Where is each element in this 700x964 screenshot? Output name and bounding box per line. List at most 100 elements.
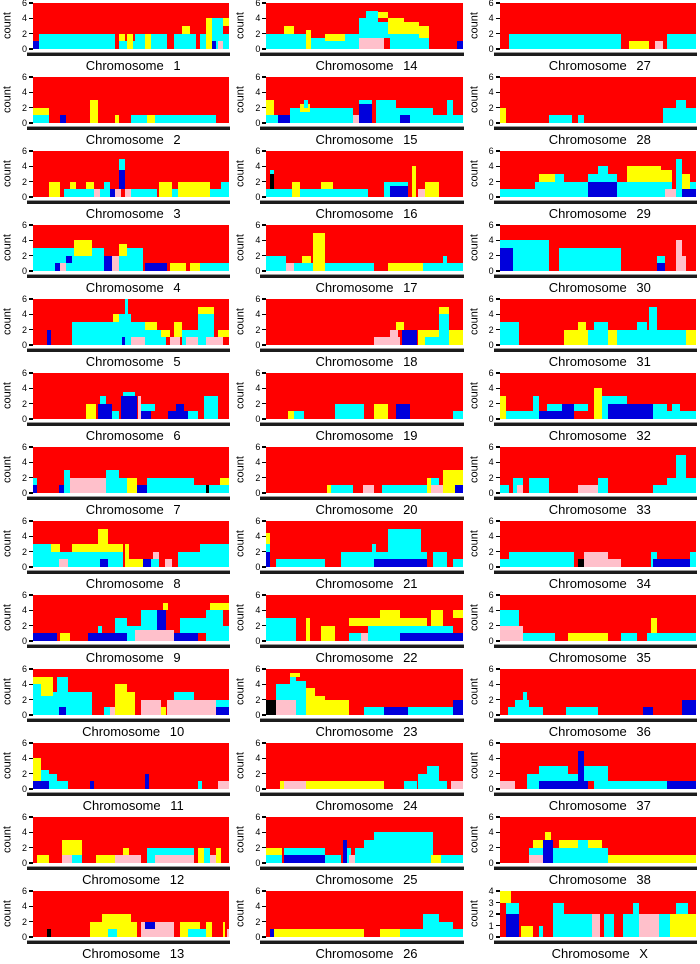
y-tick-mark xyxy=(262,196,267,198)
bar-segment-blue xyxy=(122,337,126,345)
x-axis-bar xyxy=(260,126,464,130)
bar-segment-cyan xyxy=(505,902,520,914)
y-tick-mark xyxy=(29,846,33,849)
bar-segment-cyan xyxy=(188,929,210,937)
bar-segment-cyan xyxy=(399,929,424,937)
bar-segment-yellow xyxy=(86,181,94,190)
bar-segment-cyan xyxy=(344,33,359,49)
x-axis-bar xyxy=(260,348,464,352)
x-axis-bar xyxy=(260,866,464,870)
y-tick-label: 2 xyxy=(21,842,27,853)
bar-segment-cyan xyxy=(276,559,326,567)
bar-segment-pink xyxy=(374,337,400,345)
bar-segment-pink xyxy=(591,914,600,937)
y-tick-label: 2 xyxy=(255,28,261,39)
bar-segment-pink xyxy=(285,263,294,271)
bar-segment-cyan xyxy=(529,847,543,856)
bar-segment-pink xyxy=(283,781,306,789)
panel-title: Chromosome 30 xyxy=(548,280,651,295)
y-tick-mark xyxy=(262,150,267,152)
bar-segment-cyan xyxy=(146,847,194,856)
bar-segment-pink xyxy=(125,189,132,197)
y-tick-label: 6 xyxy=(21,146,27,156)
y-tick-mark xyxy=(495,165,500,168)
plot-area xyxy=(499,743,696,789)
bar-segment-cyan xyxy=(64,189,104,197)
x-axis-bar xyxy=(493,644,697,648)
y-tick-mark xyxy=(262,91,267,94)
bar-segment-cyan xyxy=(119,314,132,345)
y-tick-mark xyxy=(262,2,267,4)
bar-segment-yellow xyxy=(607,855,696,863)
bar-segment-cyan xyxy=(452,411,463,419)
panel-title: Chromosome 23 xyxy=(315,724,418,739)
y-tick-mark xyxy=(29,91,33,94)
bar-segment-black xyxy=(205,485,209,493)
chromosome-panel: count 0 2 4 6 Chromosome 11 xyxy=(0,738,233,814)
bar-segment-cyan xyxy=(403,33,420,49)
x-axis-bar xyxy=(27,348,231,352)
bar-segment-blue xyxy=(66,255,73,264)
y-tick-label: 2 xyxy=(21,102,27,113)
y-tick-label: 0 xyxy=(488,562,494,572)
x-axis-bar xyxy=(493,200,697,204)
y-tick-mark xyxy=(29,742,33,744)
bar-segment-cyan xyxy=(144,329,157,345)
bar-segment-pink xyxy=(529,855,543,863)
y-tick-label: 6 xyxy=(255,516,261,526)
bar-segment-cyan xyxy=(546,403,563,412)
y-tick-mark xyxy=(262,640,267,642)
bar-segment-yellow xyxy=(197,847,204,863)
chromosome-panel: count 0 2 4 6 Chromosome 5 xyxy=(0,294,233,370)
x-axis-bar xyxy=(260,274,464,278)
bar-segment-blue xyxy=(682,699,696,715)
bar-segment-blue xyxy=(103,255,112,271)
bar-segment-yellow xyxy=(670,914,696,937)
bar-segment-yellow xyxy=(280,781,284,789)
x-axis-bar xyxy=(27,718,231,722)
y-tick-label: 4 xyxy=(21,679,27,690)
y-tick-label: 4 xyxy=(255,531,261,542)
bar-segment-yellow xyxy=(431,855,442,863)
y-tick-mark xyxy=(262,920,267,923)
bar-segment-cyan xyxy=(399,625,428,634)
bar-segment-pink xyxy=(164,559,173,567)
bar-segment-yellow xyxy=(89,921,102,937)
bar-segment-cyan xyxy=(672,403,681,419)
bar-segment-cyan xyxy=(125,299,129,345)
bar-segment-cyan xyxy=(499,559,510,567)
y-tick-mark xyxy=(262,668,267,670)
bar-segment-cyan xyxy=(529,707,543,715)
y-tick-mark xyxy=(262,831,267,834)
bar-segment-cyan xyxy=(499,485,510,493)
plot-area xyxy=(33,595,230,641)
bar-segment-blue xyxy=(144,921,155,930)
panel-title: Chromosome 11 xyxy=(82,798,184,813)
plot-area xyxy=(33,299,230,345)
y-tick-label: 2 xyxy=(21,250,27,261)
y-tick-mark xyxy=(262,180,267,183)
bar-segment-cyan xyxy=(346,847,351,863)
chromosome-panel: count 0 2 4 6 Chromosome 37 xyxy=(467,738,700,814)
y-tick-label: 4 xyxy=(255,827,261,838)
plot-area xyxy=(266,225,463,271)
bar-segment-blue xyxy=(395,403,410,419)
chromosome-panel: count 0 2 4 6 Chromosome 2 xyxy=(0,72,233,148)
y-axis-label: count xyxy=(1,678,14,706)
y-tick-label: 0 xyxy=(488,636,494,646)
bar-segment-cyan xyxy=(48,773,57,789)
panel-title: Chromosome 28 xyxy=(548,132,651,147)
bar-segment-blue xyxy=(652,559,693,567)
bar-segment-cyan xyxy=(197,781,202,789)
plot-area xyxy=(266,595,463,641)
y-tick-mark xyxy=(262,535,267,538)
y-tick-label: 4 xyxy=(488,886,494,896)
plot-area xyxy=(33,77,230,123)
y-tick-label: 0 xyxy=(488,414,494,424)
y-tick-label: 4 xyxy=(488,531,494,542)
bar-segment-cyan xyxy=(325,855,341,863)
chromosome-panel: count 0 2 4 6 Chromosome 7 xyxy=(0,442,233,518)
y-axis-label: count xyxy=(468,12,481,40)
bar-segment-cyan xyxy=(115,551,124,567)
y-axis-label: count xyxy=(234,678,247,706)
